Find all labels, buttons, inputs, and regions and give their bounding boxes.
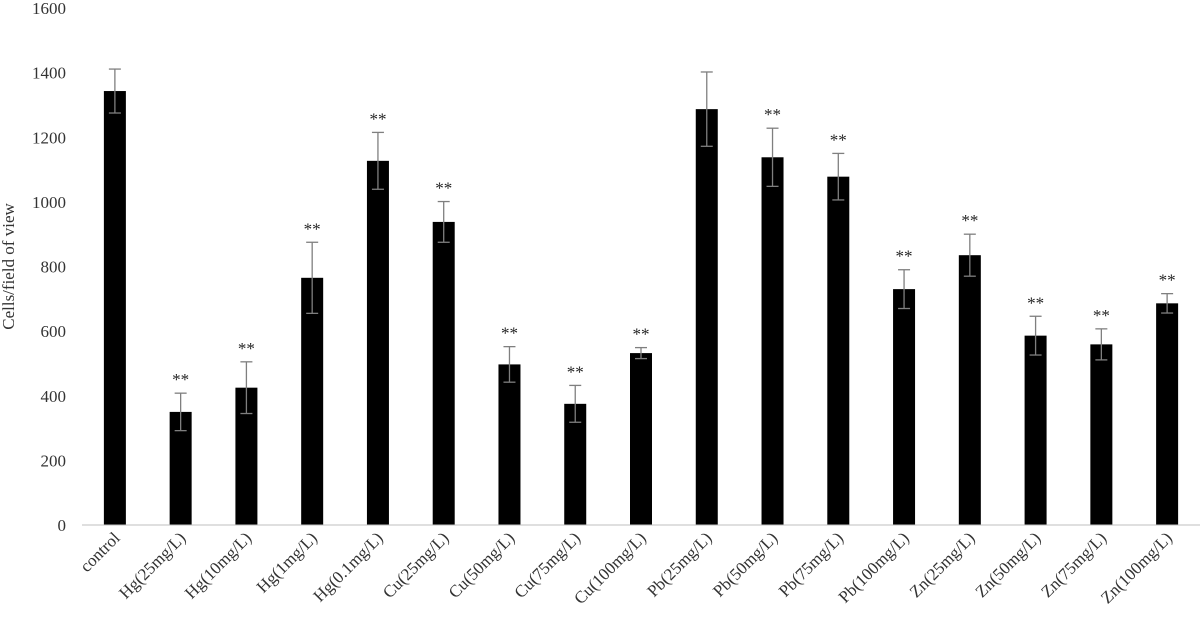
error-bar — [108, 68, 121, 114]
x-tick-label: Hg(10mg/L) — [181, 528, 255, 602]
error-bar — [174, 392, 187, 432]
significance-label: ** — [1159, 271, 1176, 290]
y-tick-label: 1400 — [32, 64, 66, 83]
y-axis: 0 200 400 600 800 1000 1200 1400 1600 — [32, 0, 66, 535]
error-bar — [898, 269, 911, 310]
significance-label: ** — [435, 179, 452, 198]
bar — [1024, 335, 1047, 525]
x-tick-label: control — [76, 528, 124, 576]
x-tick-label: Pb(75mg/L) — [775, 528, 847, 600]
y-tick-label: 1600 — [32, 0, 66, 18]
significance-label: ** — [567, 362, 584, 381]
x-tick-label: Cu(50mg/L) — [445, 528, 519, 602]
y-tick-label: 1200 — [32, 128, 66, 147]
bar — [103, 91, 126, 525]
error-bar — [766, 127, 779, 188]
significance-label: ** — [764, 105, 781, 124]
bar — [1090, 344, 1113, 525]
bar — [366, 160, 389, 525]
significance-label: ** — [1093, 306, 1110, 325]
error-bar — [371, 131, 384, 190]
x-tick-label: Hg(1mg/L) — [253, 528, 321, 596]
bar — [630, 353, 652, 525]
bar — [958, 255, 981, 526]
error-bar — [306, 241, 319, 315]
significance-label: ** — [369, 109, 386, 128]
error-bar — [240, 361, 253, 415]
x-tick-label: Zn(50mg/L) — [972, 528, 1045, 601]
error-bar — [1095, 328, 1108, 361]
error-bar — [963, 233, 976, 277]
error-bars-group — [108, 68, 1174, 432]
error-bar — [569, 384, 582, 423]
significance-label: ** — [961, 211, 978, 230]
bar — [695, 109, 718, 525]
y-tick-label: 800 — [41, 258, 67, 277]
x-tick-label: Zn(100mg/L) — [1097, 528, 1176, 607]
bars-group — [103, 91, 1179, 526]
y-tick-label: 1000 — [32, 193, 66, 212]
significance-labels-group: ** ** ** ** ** ** ** ** ** ** ** ** ** ** ** — [172, 105, 1175, 389]
error-bar — [635, 346, 647, 360]
bar — [1156, 303, 1179, 525]
x-tick-label: Hg(0.1mg/L) — [310, 528, 387, 605]
x-tick-label: Hg(25mg/L) — [115, 528, 189, 602]
error-bar — [437, 200, 450, 243]
significance-label: ** — [1027, 293, 1044, 312]
bar — [235, 387, 258, 525]
bar — [827, 176, 850, 525]
bar — [761, 157, 784, 525]
x-tick-label: Pb(100mg/L) — [835, 528, 913, 606]
significance-label: ** — [830, 130, 847, 149]
bar — [498, 364, 521, 525]
error-bar — [1029, 315, 1042, 356]
error-bar — [1161, 292, 1174, 314]
bar — [169, 411, 192, 525]
x-labels-group: controlHg(25mg/L)Hg(10mg/L)Hg(1mg/L)Hg(0… — [76, 528, 1176, 608]
significance-label: ** — [501, 324, 518, 343]
y-axis-title: Cells/field of view — [0, 203, 18, 330]
significance-label: ** — [238, 339, 255, 358]
x-tick-label: Cu(25mg/L) — [379, 528, 453, 602]
y-tick-label: 400 — [41, 387, 67, 406]
bar — [301, 277, 324, 525]
y-tick-label: 600 — [41, 322, 67, 341]
y-tick-label: 200 — [41, 451, 67, 470]
bar — [893, 289, 916, 525]
significance-label: ** — [304, 219, 321, 238]
significance-label: ** — [172, 370, 189, 389]
significance-label: ** — [896, 247, 913, 266]
error-bar — [700, 71, 713, 147]
error-bar — [832, 152, 845, 201]
significance-label: ** — [633, 325, 650, 344]
x-tick-label: Pb(50mg/L) — [709, 528, 781, 600]
bar — [432, 221, 455, 525]
bar — [564, 403, 587, 525]
x-tick-label: Zn(25mg/L) — [906, 528, 979, 601]
error-bar — [503, 345, 516, 383]
y-tick-label: 0 — [58, 516, 67, 535]
x-tick-label: Pb(25mg/L) — [643, 528, 715, 600]
